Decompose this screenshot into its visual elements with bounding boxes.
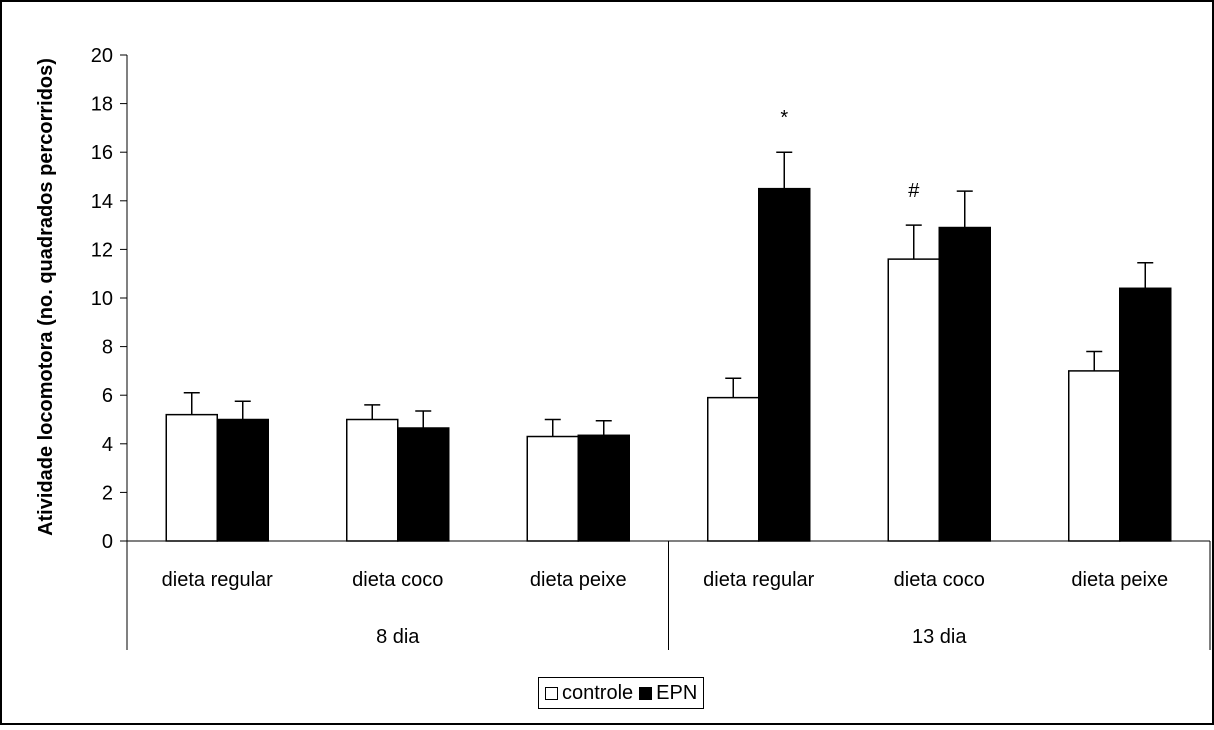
y-tick-label: 20: [91, 45, 113, 67]
bar-controle: [165, 413, 218, 542]
legend-swatch-controle: [545, 686, 558, 700]
y-tick-label: 10: [91, 288, 113, 310]
bar-controle: [707, 396, 760, 542]
x-category-label: dieta coco: [894, 569, 985, 591]
bar-controle: [1068, 370, 1121, 542]
bar-epn: [758, 187, 811, 542]
x-group-label: 8 dia: [376, 626, 420, 648]
legend-item-epn: EPN: [639, 682, 697, 705]
legend: controle EPN: [538, 677, 705, 709]
bar-epn: [1119, 287, 1172, 542]
x-category-label: dieta regular: [162, 569, 274, 591]
bar-controle: [346, 418, 399, 542]
bar-controle: [887, 258, 940, 542]
y-tick-label: 6: [102, 385, 113, 407]
significance-annotation: *: [780, 107, 788, 129]
y-tick-label: 18: [91, 94, 113, 116]
significance-annotation: #: [908, 180, 920, 202]
x-group-label: 13 dia: [912, 626, 967, 648]
legend-label-controle: controle: [562, 681, 634, 704]
bar-epn: [216, 418, 269, 542]
y-tick-label: 12: [91, 239, 113, 261]
y-tick-label: 8: [102, 337, 113, 359]
y-tick-label: 4: [102, 434, 113, 456]
y-tick-label: 16: [91, 142, 113, 164]
x-category-label: dieta peixe: [1071, 569, 1168, 591]
y-axis-title: Atividade locomotora (no. quadrados perc…: [35, 58, 57, 536]
x-category-label: dieta coco: [352, 569, 443, 591]
legend-item-controle: controle: [545, 682, 633, 705]
legend-label-epn: EPN: [656, 681, 698, 704]
y-tick-label: 2: [102, 482, 113, 504]
x-category-label: dieta peixe: [530, 569, 627, 591]
y-tick-label: 0: [102, 531, 113, 553]
bar-epn: [577, 434, 630, 542]
y-tick-label: 14: [91, 191, 113, 213]
bar-epn: [938, 226, 991, 542]
x-category-label: dieta regular: [703, 569, 815, 591]
bar-epn: [397, 427, 450, 542]
bar-controle: [526, 435, 579, 542]
legend-swatch-epn: [639, 686, 653, 700]
